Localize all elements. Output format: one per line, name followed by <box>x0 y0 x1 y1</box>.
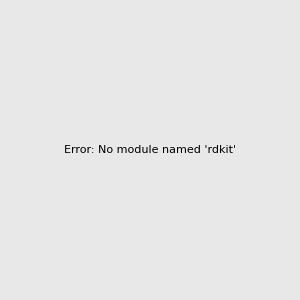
Text: Error: No module named 'rdkit': Error: No module named 'rdkit' <box>64 145 236 155</box>
